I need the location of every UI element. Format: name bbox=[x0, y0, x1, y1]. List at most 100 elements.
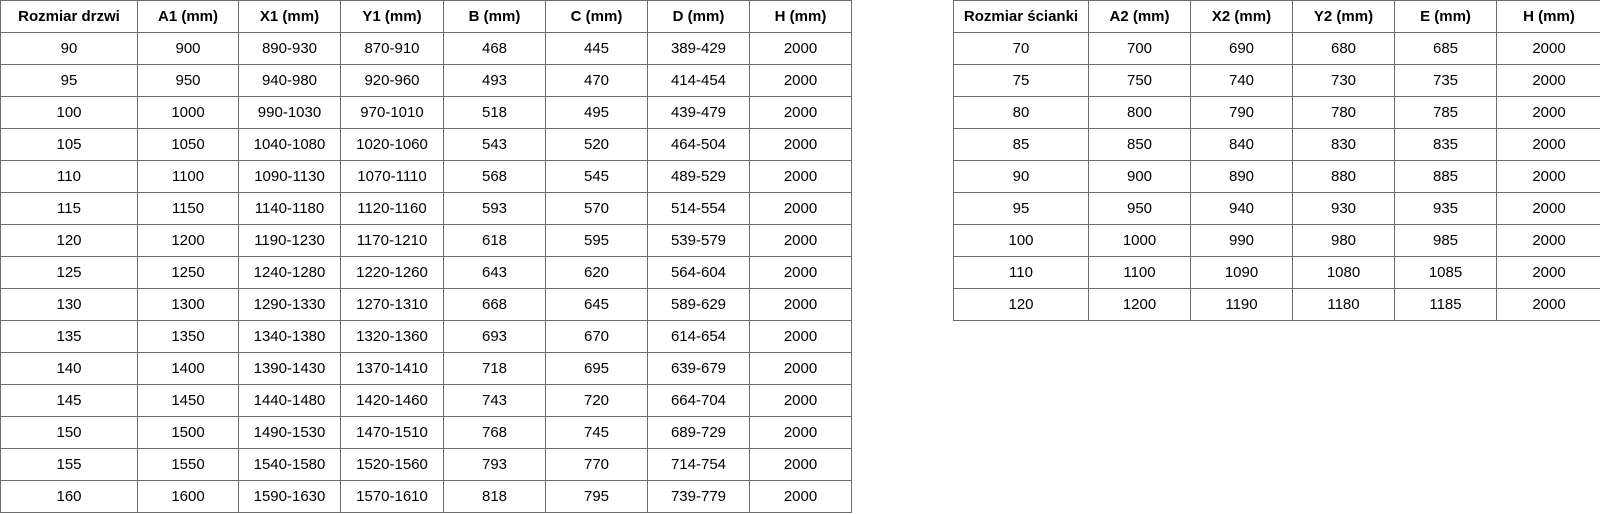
table-cell: 593 bbox=[443, 192, 546, 225]
table-cell: 639-679 bbox=[647, 352, 750, 385]
table-cell: 115 bbox=[0, 192, 138, 225]
table-cell: 1240-1280 bbox=[238, 256, 341, 289]
table-header-row: Rozmiar ścianki A2 (mm) X2 (mm) Y2 (mm) E (m… bbox=[953, 0, 1600, 33]
table-cell: 1570-1610 bbox=[340, 480, 444, 513]
table-cell: 1100 bbox=[137, 160, 239, 193]
table-cell: 1190-1230 bbox=[238, 224, 341, 257]
table-cell: 2000 bbox=[749, 192, 852, 225]
table-cell: 1270-1310 bbox=[340, 288, 444, 321]
table-cell: 685 bbox=[1394, 32, 1497, 65]
table-cell: 850 bbox=[1088, 128, 1191, 161]
table-cell: 595 bbox=[545, 224, 648, 257]
table-cell: 1470-1510 bbox=[340, 416, 444, 449]
table-cell: 2000 bbox=[749, 448, 852, 481]
table-cell: 800 bbox=[1088, 96, 1191, 129]
table-cell: 900 bbox=[137, 32, 239, 65]
table-cell: 670 bbox=[545, 320, 648, 353]
table-cell: 564-604 bbox=[647, 256, 750, 289]
table-row: 75 750 740 730 735 2000 bbox=[953, 64, 1600, 97]
table-cell: 690 bbox=[1190, 32, 1293, 65]
column-header: E (mm) bbox=[1394, 0, 1497, 33]
table-cell: 1340-1380 bbox=[238, 320, 341, 353]
table-cell: 2000 bbox=[1496, 256, 1600, 289]
table-cell: 135 bbox=[0, 320, 138, 353]
table-cell: 1590-1630 bbox=[238, 480, 341, 513]
table-cell: 468 bbox=[443, 32, 546, 65]
table-row: 70 700 690 680 685 2000 bbox=[953, 32, 1600, 65]
table-row: 125 1250 1240-1280 1220-1260 643 620 564-604 20… bbox=[0, 256, 852, 289]
table-cell: 80 bbox=[953, 96, 1089, 129]
table-cell: 830 bbox=[1292, 128, 1395, 161]
column-header: D (mm) bbox=[647, 0, 750, 33]
table-cell: 614-654 bbox=[647, 320, 750, 353]
table-cell: 445 bbox=[545, 32, 648, 65]
table-row: 160 1600 1590-1630 1570-1610 818 795 739-779 20… bbox=[0, 480, 852, 513]
table-cell: 100 bbox=[0, 96, 138, 129]
table-cell: 1400 bbox=[137, 352, 239, 385]
table-cell: 793 bbox=[443, 448, 546, 481]
column-header: X1 (mm) bbox=[238, 0, 341, 33]
table-cell: 780 bbox=[1292, 96, 1395, 129]
table-cell: 539-579 bbox=[647, 224, 750, 257]
table-cell: 645 bbox=[545, 288, 648, 321]
table-cell: 700 bbox=[1088, 32, 1191, 65]
table-cell: 1085 bbox=[1394, 256, 1497, 289]
table-cell: 414-454 bbox=[647, 64, 750, 97]
table-cell: 439-479 bbox=[647, 96, 750, 129]
table-cell: 1520-1560 bbox=[340, 448, 444, 481]
table-cell: 1080 bbox=[1292, 256, 1395, 289]
table-header-row: Rozmiar drzwi A1 (mm) X1 (mm) Y1 (mm) B (mm)… bbox=[0, 0, 852, 33]
table-cell: 1070-1110 bbox=[340, 160, 444, 193]
column-header: B (mm) bbox=[443, 0, 546, 33]
table-cell: 2000 bbox=[1496, 64, 1600, 97]
table-cell: 680 bbox=[1292, 32, 1395, 65]
table-cell: 795 bbox=[545, 480, 648, 513]
table-cell: 125 bbox=[0, 256, 138, 289]
table-cell: 105 bbox=[0, 128, 138, 161]
table-cell: 1000 bbox=[1088, 224, 1191, 257]
table-cell: 495 bbox=[545, 96, 648, 129]
table-cell: 718 bbox=[443, 352, 546, 385]
table-cell: 970-1010 bbox=[340, 96, 444, 129]
table-cell: 90 bbox=[0, 32, 138, 65]
table-row: 150 1500 1490-1530 1470-1510 768 745 689-729 20… bbox=[0, 416, 852, 449]
table-cell: 2000 bbox=[749, 416, 852, 449]
table-cell: 1370-1410 bbox=[340, 352, 444, 385]
table-cell: 950 bbox=[137, 64, 239, 97]
table-cell: 75 bbox=[953, 64, 1089, 97]
table-cell: 1320-1360 bbox=[340, 320, 444, 353]
table-cell: 1450 bbox=[137, 384, 239, 417]
table-cell: 790 bbox=[1190, 96, 1293, 129]
table-cell: 695 bbox=[545, 352, 648, 385]
table-row: 95 950 940 930 935 2000 bbox=[953, 192, 1600, 225]
table-cell: 85 bbox=[953, 128, 1089, 161]
table-cell: 735 bbox=[1394, 64, 1497, 97]
table-cell: 1100 bbox=[1088, 256, 1191, 289]
table-row: 110 1100 1090 1080 1085 2000 bbox=[953, 256, 1600, 289]
table-cell: 920-960 bbox=[340, 64, 444, 97]
table-cell: 518 bbox=[443, 96, 546, 129]
table-cell: 2000 bbox=[749, 480, 852, 513]
table-cell: 1420-1460 bbox=[340, 384, 444, 417]
table-row: 85 850 840 830 835 2000 bbox=[953, 128, 1600, 161]
column-header: H (mm) bbox=[749, 0, 852, 33]
table-row: 95 950 940-980 920-960 493 470 414-454 2000 bbox=[0, 64, 852, 97]
table-row: 130 1300 1290-1330 1270-1310 668 645 589-629 20… bbox=[0, 288, 852, 321]
table-cell: 1170-1210 bbox=[340, 224, 444, 257]
table-cell: 514-554 bbox=[647, 192, 750, 225]
table-cell: 693 bbox=[443, 320, 546, 353]
table-cell: 1180 bbox=[1292, 288, 1395, 321]
table-cell: 1120-1160 bbox=[340, 192, 444, 225]
table-cell: 714-754 bbox=[647, 448, 750, 481]
table-row: 115 1150 1140-1180 1120-1160 593 570 514-554 20… bbox=[0, 192, 852, 225]
table-cell: 2000 bbox=[1496, 96, 1600, 129]
column-header: C (mm) bbox=[545, 0, 648, 33]
table-cell: 620 bbox=[545, 256, 648, 289]
table-cell: 818 bbox=[443, 480, 546, 513]
table-cell: 643 bbox=[443, 256, 546, 289]
table-cell: 545 bbox=[545, 160, 648, 193]
table-cell: 743 bbox=[443, 384, 546, 417]
table-cell: 110 bbox=[0, 160, 138, 193]
column-header: Rozmiar ścianki bbox=[953, 0, 1089, 33]
table-cell: 950 bbox=[1088, 192, 1191, 225]
